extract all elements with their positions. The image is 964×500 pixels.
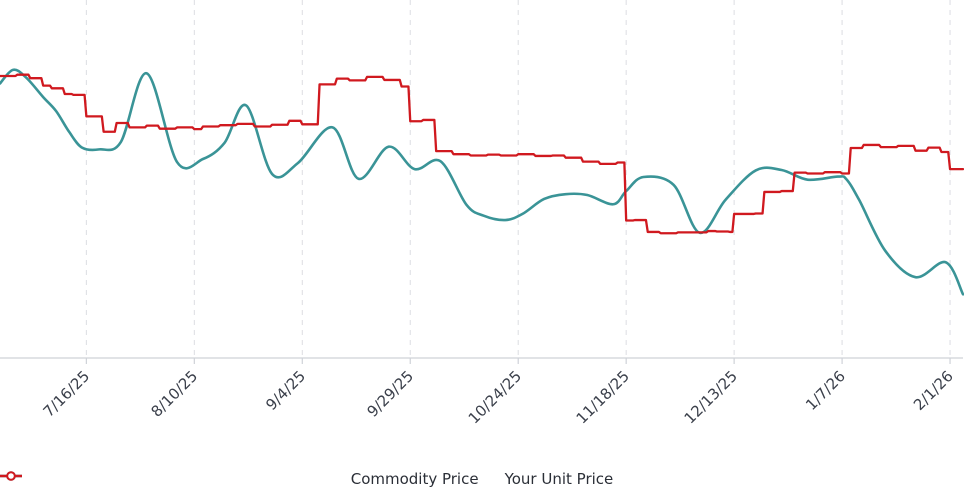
x-tick-label: 10/24/25 xyxy=(465,367,525,427)
legend: Commodity Price Your Unit Price xyxy=(0,470,964,488)
series-line-your-unit-price[interactable] xyxy=(0,73,964,235)
legend-marker-icon xyxy=(0,471,22,481)
legend-item-commodity-price[interactable]: Commodity Price xyxy=(0,470,479,488)
x-tick-label: 11/18/25 xyxy=(573,367,633,427)
line-chart: 7/16/25 8/10/25 9/4/25 9/29/25 10/24/25 11/18… xyxy=(0,0,964,427)
x-tick-label: 7/16/25 xyxy=(40,367,94,421)
series-line-commodity-price[interactable] xyxy=(0,68,964,296)
x-axis xyxy=(0,357,963,364)
x-tick-label: 1/7/26 xyxy=(802,367,849,414)
legend-label: Commodity Price xyxy=(350,470,479,488)
x-tick-label: 2/1/26 xyxy=(910,367,957,414)
x-tick-label: 12/13/25 xyxy=(681,367,741,427)
legend-item-your-unit-price[interactable]: Your Unit Price xyxy=(0,470,614,488)
series-lines xyxy=(0,68,964,296)
x-tick-labels: 7/16/25 8/10/25 9/4/25 9/29/25 10/24/25 11/18… xyxy=(40,367,957,427)
x-tick-label: 9/4/25 xyxy=(262,367,309,414)
legend-label: Your Unit Price xyxy=(504,470,614,488)
x-tick-label: 9/29/25 xyxy=(363,367,417,421)
x-tick-label: 8/10/25 xyxy=(148,367,202,421)
